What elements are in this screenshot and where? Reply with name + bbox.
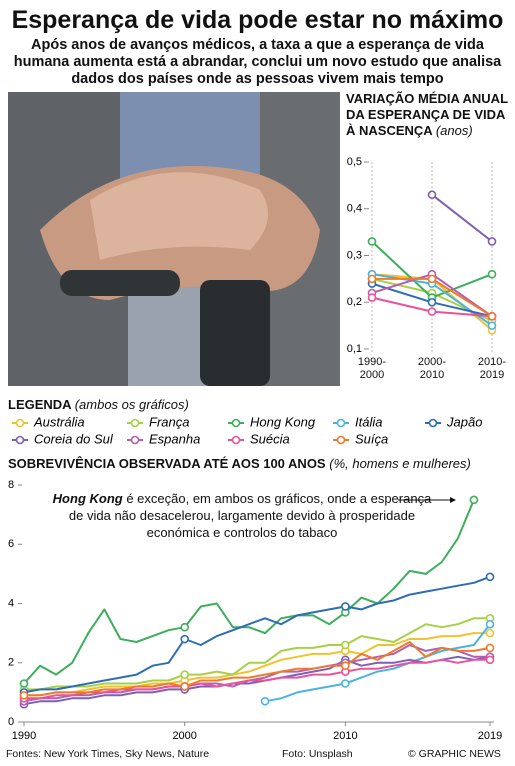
data-point — [180, 682, 189, 691]
data-point — [367, 237, 377, 246]
legend-label: Hong Kong — [250, 414, 316, 429]
title: Esperança de vida pode estar no máximo — [11, 6, 504, 34]
y-tick-label: 2 — [8, 657, 14, 669]
chart-unit: (%, homens e mulheres) — [329, 456, 471, 471]
y-tick-label: 0,5 — [347, 156, 362, 168]
y-tick-label: 0,4 — [347, 203, 362, 215]
y-tick-label: 0,1 — [347, 343, 362, 355]
data-point — [427, 297, 437, 307]
legend-label: Coreia do Sul — [34, 431, 114, 446]
legend-title: LEGENDA (ambos os gráficos) — [8, 397, 189, 412]
annotation-bold: Hong Kong — [52, 491, 123, 506]
chart-title: VARIAÇÃO MÉDIA ANUAL DA ESPERANÇA DE VID… — [346, 91, 512, 139]
annotation-arrow-head — [450, 497, 456, 503]
chart-title: SOBREVIVÊNCIA OBSERVADA ATÉ AOS 100 ANOS… — [8, 456, 471, 471]
data-point — [341, 661, 350, 671]
data-point — [180, 634, 189, 644]
legend-swatch-dot — [231, 418, 241, 428]
y-tick-label: 8 — [8, 479, 14, 491]
series-line — [23, 499, 475, 685]
legend-label: França — [149, 414, 189, 429]
legend-title-text: LEGENDA — [8, 397, 72, 412]
data-point — [367, 293, 377, 302]
x-tick-label: 2000-2010 — [417, 356, 447, 381]
chart-title-text: SOBREVIVÊNCIA OBSERVADA ATÉ AOS 100 ANOS — [8, 456, 326, 471]
data-point — [487, 269, 497, 279]
y-tick-label: 4 — [8, 597, 14, 609]
x-tick-label: 2010-2019 — [477, 356, 507, 381]
y-tick-label: 0 — [8, 716, 14, 728]
data-point — [485, 572, 495, 582]
photo — [8, 92, 340, 386]
legend-swatch-dot — [130, 418, 140, 428]
y-tick-label: 6 — [8, 538, 14, 550]
data-point — [19, 691, 29, 700]
data-point — [427, 274, 437, 284]
data-point — [260, 696, 270, 706]
x-tick-label: 2019 — [478, 730, 502, 742]
series-line — [24, 641, 491, 697]
series-line — [23, 655, 491, 706]
data-point — [341, 679, 350, 688]
series-line — [24, 617, 490, 691]
y-tick-label: 0,2 — [347, 296, 362, 308]
legend-swatch-dot — [15, 418, 25, 428]
data-point — [341, 640, 350, 650]
data-point — [427, 190, 437, 200]
legend-swatch-dot — [15, 435, 25, 445]
series-line — [23, 575, 491, 694]
legend-label: Austrália — [33, 414, 85, 429]
x-tick-label: 2000 — [172, 730, 196, 742]
legend-label: Espanha — [149, 431, 200, 446]
x-tick-label: 2010 — [333, 730, 357, 742]
legend-label: Japão — [446, 414, 482, 429]
sources: Fontes: New York Times, Sky News, Nature — [6, 748, 210, 760]
chart-unit: (anos) — [435, 123, 473, 138]
data-point — [469, 495, 479, 505]
data-point — [341, 602, 350, 611]
x-tick-label: 1990 — [12, 730, 36, 742]
x-tick-label: 1990-2000 — [357, 356, 387, 381]
data-point — [487, 311, 497, 321]
legend-swatch-dot — [336, 435, 346, 445]
data-point — [367, 274, 377, 284]
data-point — [487, 237, 497, 246]
y-tick-label: 0,3 — [347, 249, 362, 261]
series-line — [431, 193, 493, 243]
series-line — [24, 658, 490, 700]
series-line — [24, 632, 490, 697]
data-point — [19, 679, 29, 688]
data-point — [180, 670, 189, 679]
legend-label: Suíça — [355, 431, 388, 446]
credit: © GRAPHIC NEWS — [408, 748, 501, 760]
annotation-text: é exceção, em ambos os gráficos, onde a … — [68, 491, 432, 540]
data-point — [487, 321, 497, 330]
data-point — [180, 622, 189, 632]
chart-title-text: VARIAÇÃO MÉDIA ANUAL DA ESPERANÇA DE VID… — [346, 91, 508, 138]
data-point — [485, 643, 495, 653]
annotation: Hong Kong é exceção, em ambos os gráfico… — [52, 490, 432, 541]
data-point — [485, 655, 495, 665]
data-point — [427, 307, 437, 316]
legend-label: Suécia — [250, 431, 290, 446]
legend-swatch-dot — [231, 435, 241, 445]
data-point — [485, 619, 495, 629]
legend-note: (ambos os gráficos) — [74, 397, 189, 412]
data-point — [485, 628, 495, 638]
legend-swatch-dot — [336, 418, 346, 428]
legend-label: Itália — [355, 414, 382, 429]
photo-credit: Foto: Unsplash — [282, 748, 353, 760]
legend-swatch-dot — [130, 435, 140, 445]
subtitle: Após anos de avanços médicos, a taxa a q… — [13, 37, 502, 87]
legend-swatch-dot — [428, 418, 438, 428]
